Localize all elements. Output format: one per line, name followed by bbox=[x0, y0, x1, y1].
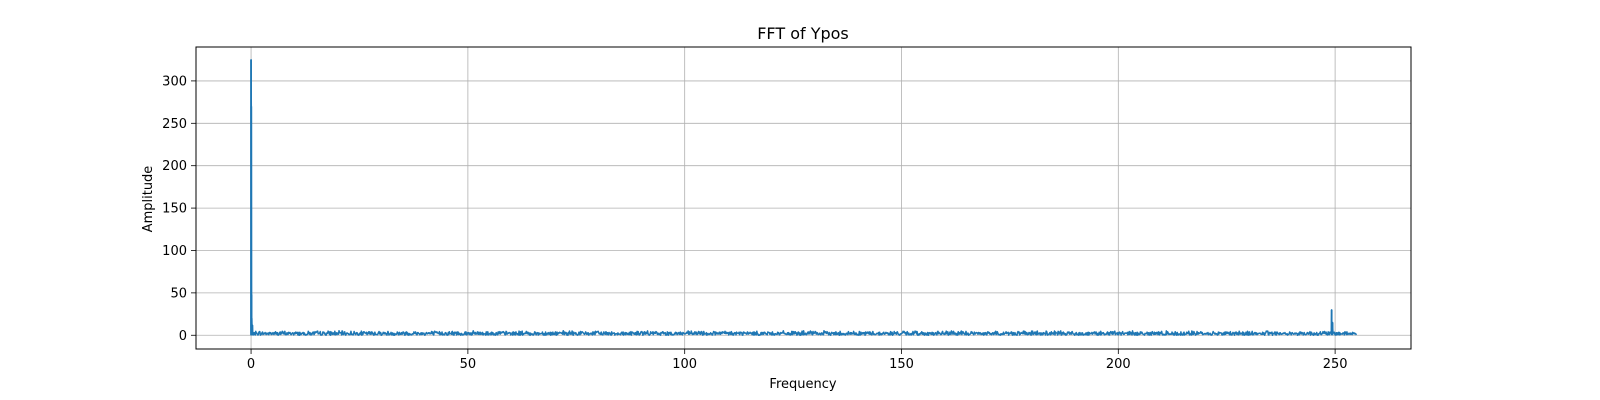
x-tick-label: 250 bbox=[1323, 357, 1348, 372]
series-layer bbox=[250, 58, 1357, 337]
y-tick-label: 250 bbox=[162, 117, 187, 132]
x-tick-label: 200 bbox=[1106, 357, 1131, 372]
plot-frame bbox=[195, 46, 1412, 350]
y-tick-label: 300 bbox=[162, 74, 187, 89]
y-tick-label: 150 bbox=[162, 202, 187, 217]
y-tick-label: 100 bbox=[162, 244, 187, 259]
y-tick-label: 0 bbox=[179, 329, 187, 344]
x-tick-label: 100 bbox=[672, 357, 697, 372]
x-tick-label: 0 bbox=[247, 357, 255, 372]
y-axis-ticks: 0 50 100 150 200 250 300 bbox=[162, 74, 196, 344]
y-tick-label: 200 bbox=[162, 159, 187, 174]
chart-title: FFT of Ypos bbox=[757, 24, 849, 43]
x-axis-label: Frequency bbox=[769, 377, 836, 392]
y-axis-label: Amplitude bbox=[141, 166, 156, 233]
x-tick-label: 50 bbox=[460, 357, 477, 372]
x-axis-ticks: 0 50 100 150 200 250 bbox=[247, 349, 1348, 372]
x-tick-label: 150 bbox=[889, 357, 914, 372]
y-tick-label: 50 bbox=[170, 286, 187, 301]
series-line bbox=[250, 58, 1357, 337]
